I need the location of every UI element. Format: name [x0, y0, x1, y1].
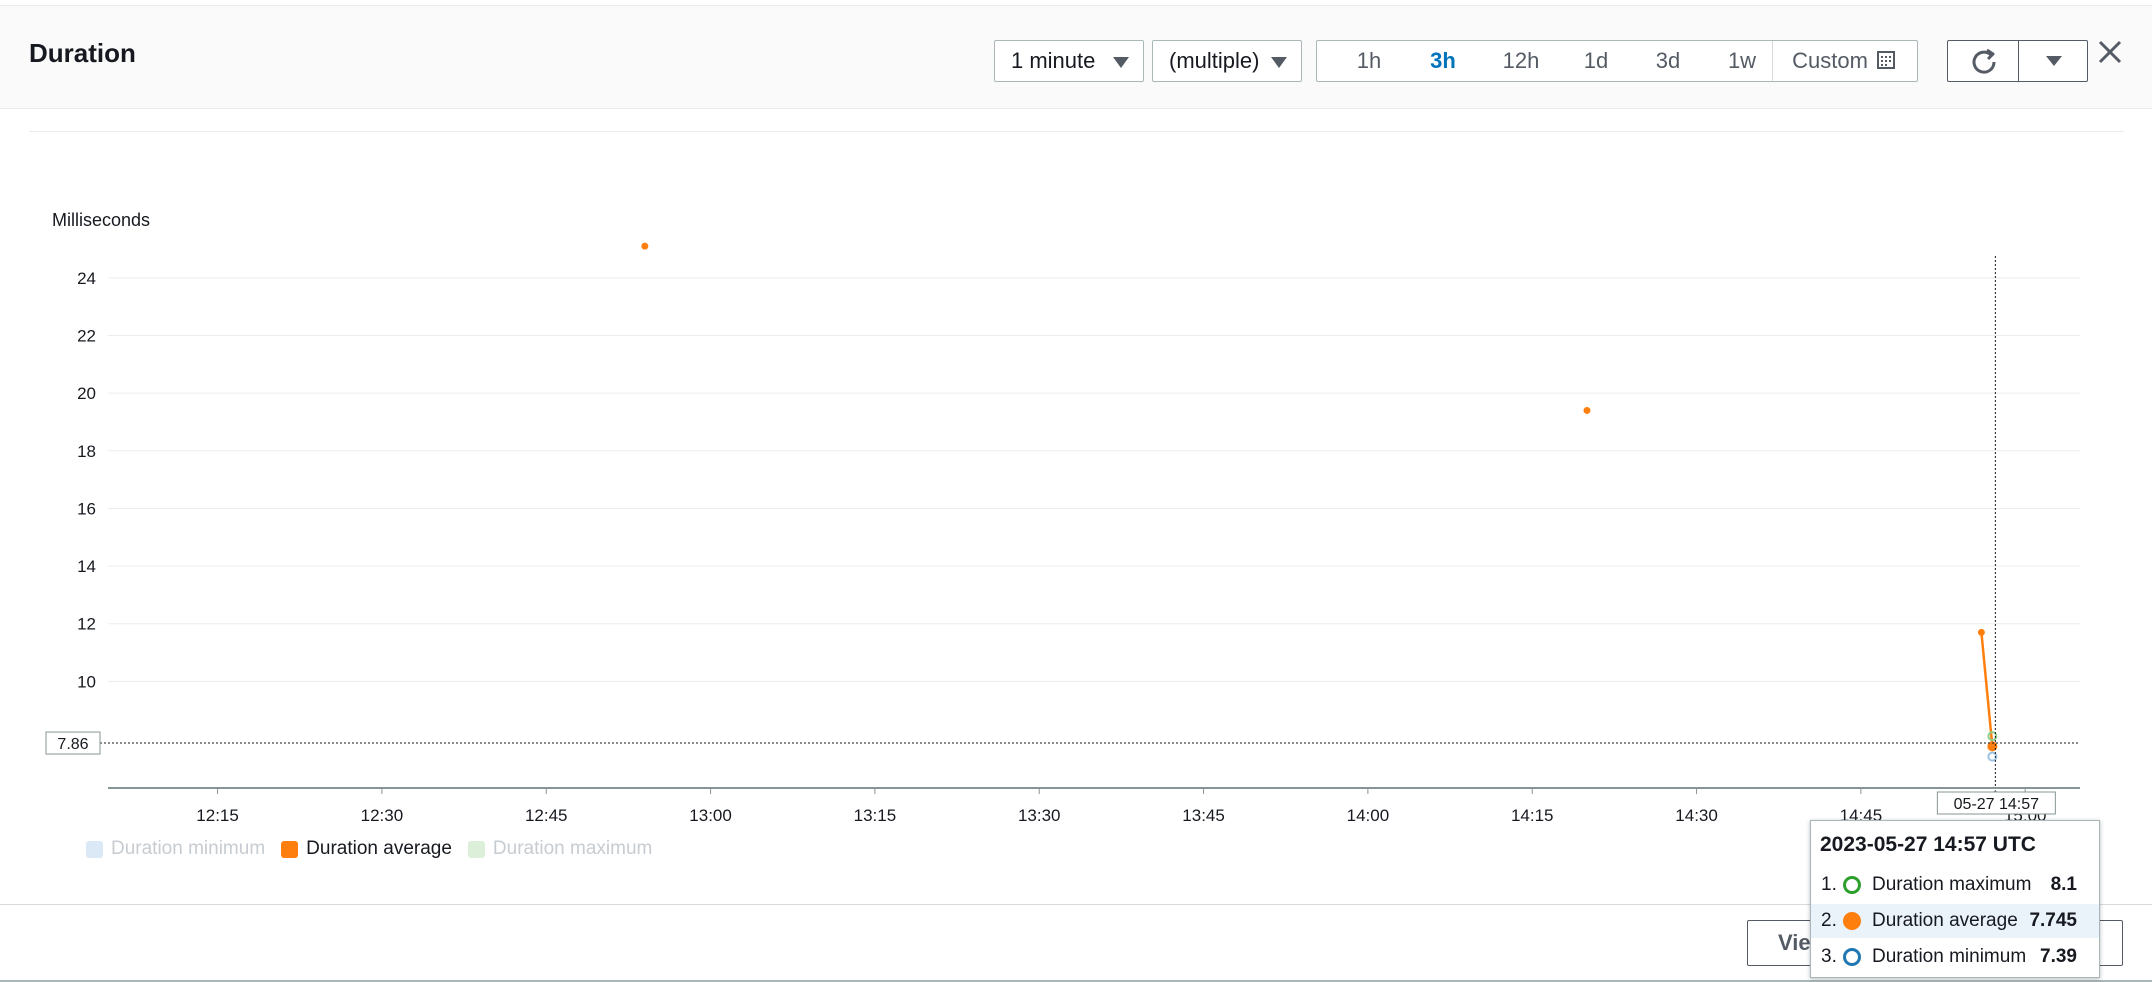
average-point: [1977, 628, 1985, 636]
time-range-1w[interactable]: 1w: [1727, 48, 1757, 73]
time-range-12h[interactable]: 12h: [1502, 48, 1540, 73]
x-tick-label: 12:15: [196, 806, 239, 825]
y-tick-label: 14: [77, 557, 96, 576]
tooltip-row-average: 2. Duration average 7.745: [1811, 904, 2099, 938]
grid-lines: [108, 277, 2080, 682]
legend-item-minimum[interactable]: Duration minimum: [86, 838, 265, 860]
duration-chart: Milliseconds 10 12 14 16 18 20 22 24 12:15 12:30…: [45, 210, 2080, 825]
legend-item-maximum[interactable]: Duration maximum: [467, 838, 653, 860]
tooltip-row-maximum: 1. Duration maximum 8.1: [1811, 868, 2099, 902]
chevron-down-icon: [1113, 57, 1129, 68]
time-range-3d[interactable]: 3d: [1655, 48, 1681, 73]
y-tick-label: 16: [77, 499, 96, 518]
series-marker-icon: [1843, 912, 1861, 930]
statistic-select-value: (multiple): [1169, 48, 1260, 73]
dropdown-caret-icon: [2046, 56, 2062, 66]
y-tick-label: 10: [77, 672, 96, 691]
x-tick-label: 13:15: [854, 806, 897, 825]
tooltip-row-index: 3.: [1821, 946, 1837, 967]
tooltip-row-name: Duration average: [1872, 910, 2018, 931]
legend-item-average[interactable]: Duration average: [281, 838, 452, 860]
y-tick-label: 20: [77, 384, 96, 403]
series-layer: [641, 242, 1998, 762]
legend-label-minimum: Duration minimum: [111, 838, 266, 859]
refresh-button[interactable]: [1947, 40, 2019, 82]
legend-label-maximum: Duration maximum: [492, 838, 653, 859]
time-range-3h[interactable]: 3h: [1430, 48, 1456, 73]
x-tick-label: 13:45: [1182, 806, 1225, 825]
average-point: [641, 242, 649, 250]
x-tick-labels: 12:15 12:30 12:45 13:00 13:15 13:30 13:45 14:00…: [196, 788, 2046, 825]
footer-divider: [0, 904, 2152, 905]
y-tick-label: 12: [77, 615, 96, 634]
average-line-segment: [1980, 632, 1994, 747]
x-tick-label: 14:00: [1347, 806, 1390, 825]
period-select-value: 1 minute: [1011, 48, 1096, 73]
x-tick-label: 13:00: [689, 806, 732, 825]
tooltip-title: 2023-05-27 14:57 UTC: [1820, 833, 2036, 856]
y-tick-labels: 10 12 14 16 18 20 22 24: [77, 269, 96, 691]
period-select[interactable]: 1 minute: [994, 40, 1144, 82]
widget-title: Duration: [29, 38, 136, 68]
cursor-x-label: 05-27 14:57: [1954, 796, 2040, 813]
datapoint-tooltip: 2023-05-27 14:57 UTC 1. Duration maximum 8…: [1810, 820, 2100, 978]
bottom-border: [0, 980, 2152, 982]
series-marker-icon: [1843, 876, 1861, 894]
widget-header: Duration 1 minute (multiple) 1h 3h 12h 1…: [0, 5, 2152, 109]
y-tick-label: 22: [77, 327, 96, 346]
tooltip-row-name: Duration maximum: [1872, 874, 2032, 895]
y-tick-label: 18: [77, 442, 96, 461]
y-tick-label: 24: [77, 269, 96, 288]
legend-swatch-average: [281, 840, 299, 858]
minimum-point: [1987, 751, 1998, 762]
statistic-select[interactable]: (multiple): [1152, 40, 1302, 82]
legend-label-average: Duration average: [306, 838, 452, 859]
x-tick-label: 14:30: [1675, 806, 1718, 825]
tooltip-row-value: 7.745: [2029, 910, 2077, 931]
custom-range-button[interactable]: Custom: [1785, 41, 1875, 81]
time-range-1d[interactable]: 1d: [1583, 48, 1609, 73]
tooltip-row-name: Duration minimum: [1872, 946, 2027, 967]
cursor-y-label: 7.86: [57, 736, 88, 753]
time-range-selector: 1h 3h 12h 1d 3d 1w Custom: [1316, 40, 1918, 82]
refresh-icon: [1972, 48, 1996, 74]
tooltip-row-minimum: 3. Duration minimum 7.39: [1811, 940, 2099, 974]
legend-swatch-minimum: [86, 840, 103, 858]
y-axis-label: Milliseconds: [52, 210, 150, 230]
series-marker-icon: [1843, 948, 1861, 966]
cursor-y-box: [45, 731, 101, 755]
custom-range-label: Custom: [1792, 48, 1868, 73]
average-point: [1583, 406, 1591, 414]
time-range-1h[interactable]: 1h: [1356, 48, 1382, 73]
header-divider: [29, 131, 2124, 132]
x-tick-label: 14:15: [1511, 806, 1554, 825]
x-tick-label: 12:45: [525, 806, 568, 825]
tooltip-row-index: 1.: [1821, 874, 1837, 895]
chevron-down-icon: [1271, 57, 1287, 68]
tooltip-row-index: 2.: [1821, 910, 1837, 931]
calendar-icon: [1877, 51, 1895, 69]
tooltip-row-value: 7.39: [2040, 946, 2077, 967]
close-icon[interactable]: [2096, 38, 2124, 66]
range-divider: [1772, 41, 1773, 81]
tooltip-row-value: 8.1: [2050, 874, 2077, 895]
x-tick-label: 12:30: [361, 806, 404, 825]
refresh-options-button[interactable]: [2018, 40, 2088, 82]
legend-swatch-maximum: [467, 840, 485, 858]
x-tick-label: 13:30: [1018, 806, 1061, 825]
chart-legend: Duration minimum Duration average Durati…: [86, 838, 668, 860]
maximum-point: [1987, 731, 1998, 742]
cursor-x-box: [1936, 791, 2056, 815]
cursor-layer: 7.86 05-27 14:57: [45, 256, 2080, 815]
